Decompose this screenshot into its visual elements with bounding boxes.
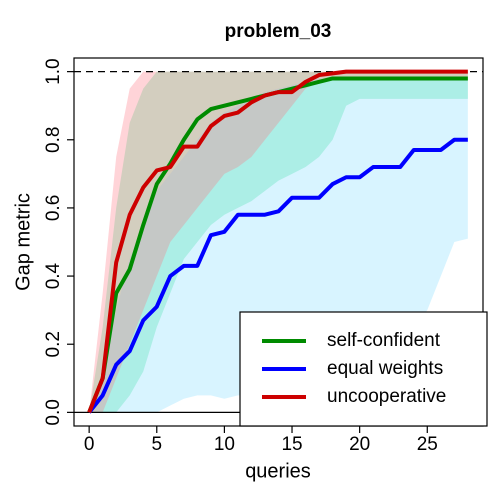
line xyxy=(87,69,468,414)
y-tick-label: 0.6 xyxy=(43,195,64,221)
y-tick-label: 0.4 xyxy=(43,262,64,289)
y-axis-label: Gap metric xyxy=(12,193,34,291)
line xyxy=(87,137,468,414)
legend-label: equal weights xyxy=(327,358,443,379)
y-tick-label: 0.0 xyxy=(43,399,64,425)
legend-label: uncooperative xyxy=(327,386,446,407)
y-tick-label: 0.8 xyxy=(43,127,64,153)
legend-label: self-confident xyxy=(327,330,441,351)
x-tick-label: 0 xyxy=(84,434,95,455)
x-axis-label: queries xyxy=(245,460,311,482)
x-tick-label: 15 xyxy=(281,434,302,455)
chart-title: problem_03 xyxy=(225,21,332,42)
band xyxy=(89,71,468,413)
y-tick-label: 1.0 xyxy=(43,58,64,84)
x-tick-label: 20 xyxy=(349,434,370,455)
x-tick-label: 10 xyxy=(214,434,235,455)
band xyxy=(89,71,468,413)
x-tick-label: 5 xyxy=(151,434,162,455)
y-tick-label: 0.2 xyxy=(43,331,64,357)
x-tick-label: 25 xyxy=(417,434,438,455)
